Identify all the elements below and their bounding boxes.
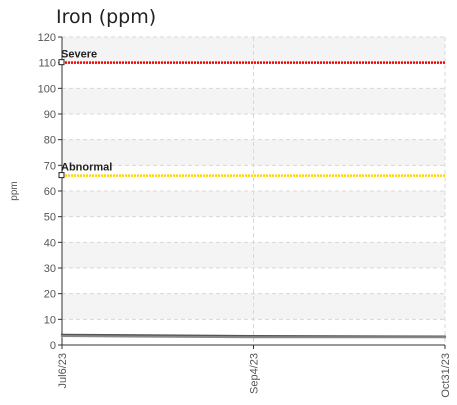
y-tick-label: 90: [44, 109, 56, 121]
y-tick-label: 0: [50, 340, 56, 352]
data-series: [60, 333, 447, 339]
y-tick-label: 40: [44, 237, 56, 249]
y-tick-label: 50: [44, 212, 56, 224]
y-axis-title: ppm: [9, 181, 20, 200]
y-tick-label: 20: [44, 289, 56, 301]
plot-bands: [62, 37, 445, 320]
x-tick-label: Jul6/23: [57, 353, 69, 388]
axes: [58, 36, 446, 349]
series-point: [443, 336, 447, 339]
threshold-marker: [58, 172, 65, 179]
chart-title: Iron (ppm): [56, 6, 157, 28]
threshold-lines: Severe Abnormal: [58, 49, 445, 179]
series-point: [252, 336, 255, 339]
y-tick-label: 110: [38, 58, 56, 70]
y-tick-label: 30: [44, 263, 56, 275]
y-tick-label: 10: [44, 314, 56, 326]
threshold-marker: [58, 59, 65, 66]
threshold-label: Severe: [61, 49, 97, 61]
y-tick-label: 70: [44, 160, 56, 172]
x-tick-label: Oct31/23: [440, 353, 452, 398]
y-tick-label: 60: [44, 186, 56, 198]
tick-labels: 0 10 20 30 40 50 60 70 80 90 100 110 120 Jul6/23 Sep4/…: [9, 32, 452, 398]
threshold-label: Abnormal: [61, 162, 112, 174]
y-tick-label: 80: [44, 135, 56, 147]
x-tick-label: Sep4/23: [249, 353, 261, 394]
series-point: [60, 334, 64, 338]
y-tick-label: 100: [38, 83, 56, 95]
y-tick-label: 120: [38, 32, 56, 44]
